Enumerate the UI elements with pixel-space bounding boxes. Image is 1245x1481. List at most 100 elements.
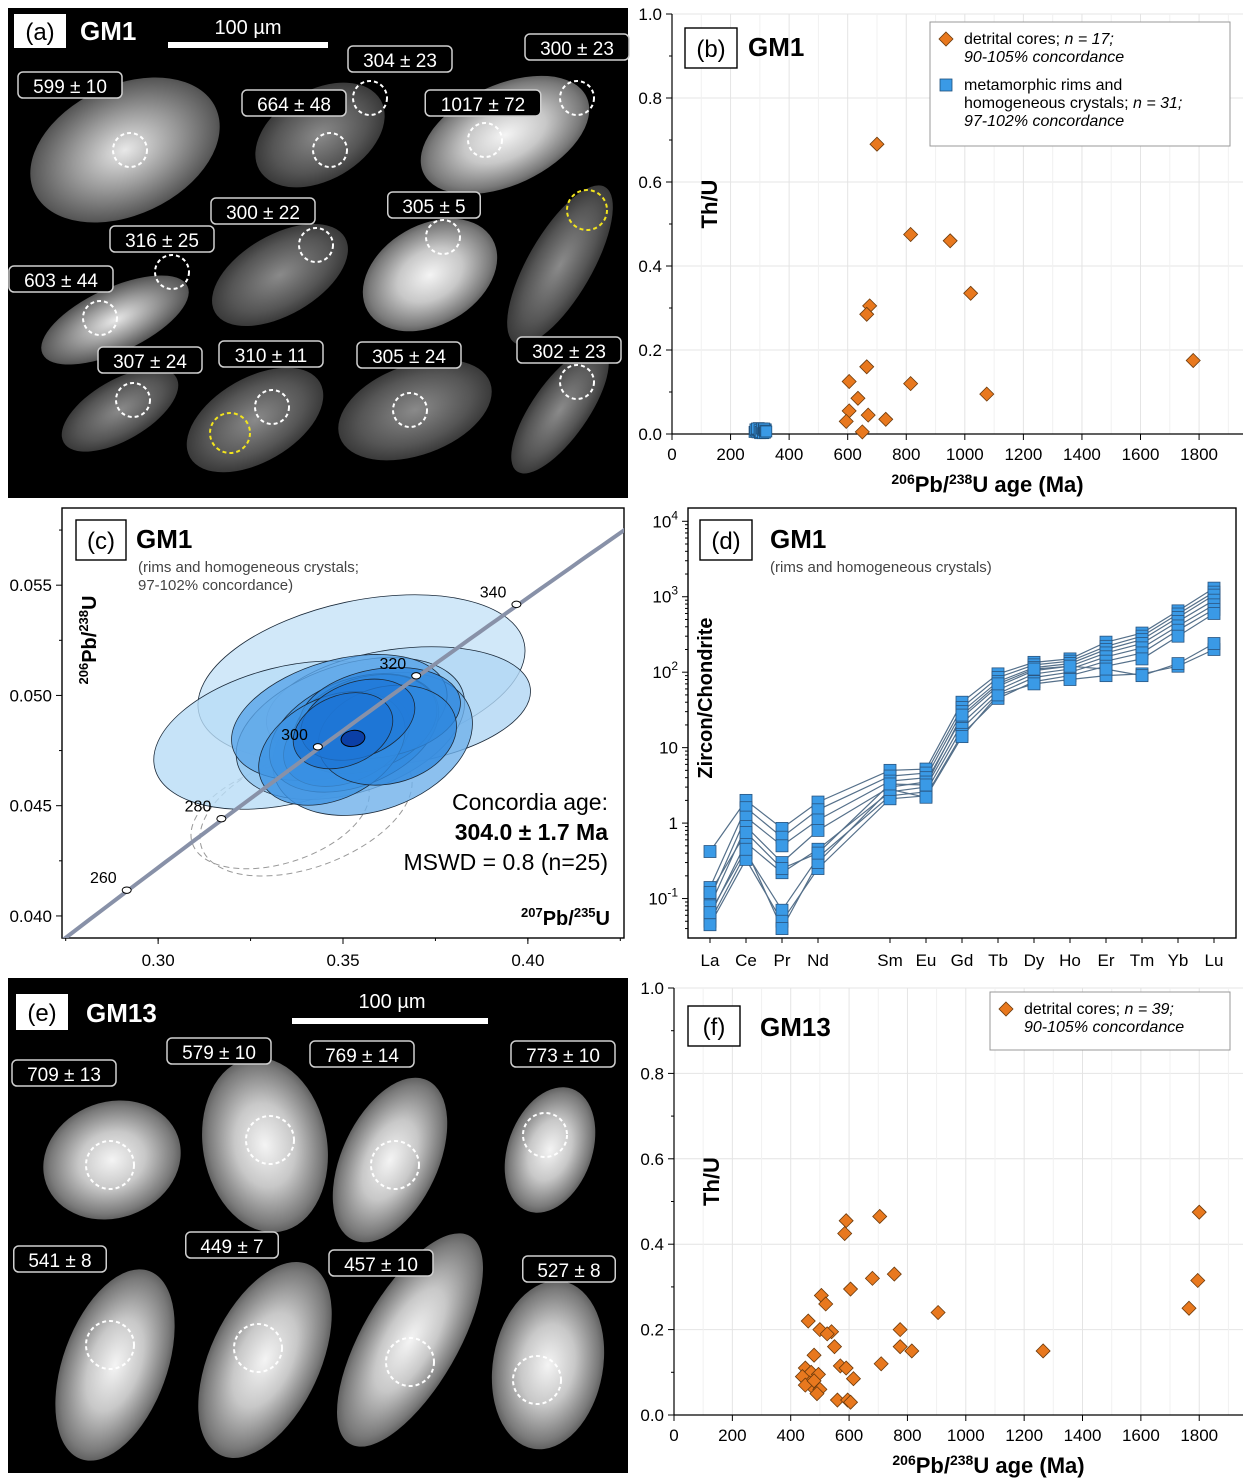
analysis-spot bbox=[112, 132, 148, 168]
data-point-diamond bbox=[826, 1339, 843, 1355]
scale-label-a: 100 µm bbox=[214, 17, 281, 39]
age-mark bbox=[216, 815, 227, 823]
age-label-box bbox=[510, 1040, 616, 1068]
zircon-grain bbox=[511, 346, 609, 474]
x-tick-label: 400 bbox=[777, 1426, 805, 1445]
age-label: 300 ± 22 bbox=[226, 203, 300, 224]
analysis-spot bbox=[425, 219, 461, 255]
data-point-square bbox=[775, 903, 789, 917]
data-point-diamond bbox=[859, 306, 875, 322]
chart-c-concordia: 260 280 300 320 340 0.30 0.35 0.40 0.040 0.045 0.0… bbox=[9, 507, 625, 970]
age-label-box bbox=[347, 45, 453, 73]
data-point-square bbox=[1099, 662, 1113, 676]
panel-a-sample: GM1 bbox=[80, 16, 136, 46]
y-tick-label: 0.4 bbox=[640, 1235, 664, 1254]
zircon-grain bbox=[198, 1262, 332, 1458]
y-tick-label: 0.045 bbox=[9, 797, 52, 816]
y-tick-label: 0.040 bbox=[9, 907, 52, 926]
age-label-box bbox=[11, 1059, 117, 1087]
y-axis-label-sup: 206 bbox=[76, 663, 91, 685]
data-point-square bbox=[775, 922, 789, 935]
age-label: 304 ± 23 bbox=[363, 51, 437, 72]
panel-subtitle: (rims and homogeneous crystals; bbox=[138, 559, 359, 576]
y-tick-label: 0.2 bbox=[640, 1321, 664, 1340]
y-tick-label: 0.0 bbox=[640, 1406, 664, 1425]
data-point-diamond bbox=[864, 1270, 880, 1286]
age-label-box bbox=[328, 1249, 434, 1277]
x-axis-label-part: U age (Ma) bbox=[972, 472, 1083, 497]
data-point-square bbox=[775, 839, 789, 853]
age-label-box bbox=[522, 1255, 616, 1283]
y-tick-label: 102 bbox=[652, 659, 678, 682]
data-point-square bbox=[991, 688, 1005, 702]
y-axis-label: Th/U bbox=[697, 180, 722, 229]
y-tick-label: 0.8 bbox=[638, 89, 662, 108]
legend-text: 97-102% concordance bbox=[964, 113, 1124, 130]
age-label-box bbox=[218, 340, 324, 368]
data-point-square bbox=[1171, 657, 1185, 670]
age-label-box bbox=[13, 1245, 107, 1273]
y-axis-label: Th/U bbox=[699, 1157, 724, 1206]
age-mark-label: 300 bbox=[281, 727, 308, 744]
legend-text-part: n = 17; bbox=[1064, 31, 1113, 48]
x-tick-label: 0 bbox=[669, 1426, 678, 1445]
data-point-diamond bbox=[854, 424, 870, 440]
zircon-grain bbox=[504, 1087, 596, 1213]
zircon-grain bbox=[491, 1280, 605, 1450]
x-tick-label: 0.30 bbox=[142, 951, 175, 970]
x-tick-label: Dy bbox=[1024, 951, 1045, 970]
age-labels-e: 709 ± 13 579 ± 10 769 ± 14 773 ± 10 541 ± 8 4… bbox=[11, 1037, 616, 1283]
age-mark-label: 260 bbox=[90, 870, 117, 887]
analysis-spot bbox=[385, 1337, 435, 1387]
data-point-diamond bbox=[904, 1343, 920, 1359]
y-tick-label: 0.050 bbox=[9, 686, 52, 705]
legend-text: detrital cores; n = 39; bbox=[1024, 1001, 1174, 1018]
panel-subtitle: 97-102% concordance) bbox=[138, 577, 293, 594]
age-label: 769 ± 14 bbox=[325, 1046, 399, 1067]
age-label-box bbox=[210, 197, 316, 225]
x-axis-label-part: U bbox=[596, 908, 610, 930]
age-label-box bbox=[524, 33, 630, 61]
zircon-grain bbox=[186, 367, 324, 473]
data-point-diamond bbox=[886, 1266, 902, 1282]
x-tick-label: Nd bbox=[807, 951, 829, 970]
y-axis-label: 206Pb/238U bbox=[76, 596, 101, 685]
data-point-diamond bbox=[869, 136, 885, 152]
zircon-grain bbox=[61, 368, 179, 452]
y-tick-label: 10 bbox=[659, 739, 678, 758]
data-point-square bbox=[1027, 677, 1041, 691]
panel-a-cl-image: 599 ± 10 664 ± 48 304 ± 23 1017 ± 72 300 ± 2… bbox=[8, 8, 630, 498]
x-tick-label: Pr bbox=[774, 951, 791, 970]
x-tick-label: Gd bbox=[951, 951, 974, 970]
data-series bbox=[748, 136, 1201, 440]
legend-box bbox=[929, 21, 1231, 147]
data-point-diamond bbox=[838, 1360, 854, 1376]
data-point-square bbox=[703, 918, 717, 932]
zircon-grain bbox=[507, 185, 613, 345]
analysis-spot bbox=[312, 132, 348, 168]
analysis-spot bbox=[370, 1140, 420, 1190]
x-tick-label: 800 bbox=[892, 445, 920, 464]
data-point-diamond bbox=[1181, 1300, 1197, 1316]
x-axis-label-part: Pb/ bbox=[543, 908, 575, 930]
legend-text-part: homogeneous crystals; bbox=[964, 95, 1133, 112]
data-point-diamond bbox=[892, 1339, 908, 1355]
age-label-box bbox=[185, 1231, 279, 1259]
age-mark bbox=[121, 886, 132, 894]
legend-text-part: detrital cores; bbox=[964, 31, 1064, 48]
age-label: 773 ± 10 bbox=[526, 1046, 600, 1067]
x-tick-label: 1000 bbox=[946, 445, 984, 464]
scale-bar-e bbox=[292, 1018, 488, 1024]
zircon-grain bbox=[362, 218, 498, 332]
zircon-grains-e bbox=[43, 1057, 605, 1461]
age-mark-label: 340 bbox=[480, 584, 507, 601]
data-point-diamond bbox=[1185, 352, 1201, 369]
age-label-box bbox=[387, 191, 481, 219]
x-axis-label: 207Pb/235U bbox=[521, 905, 610, 930]
panel-letter-box bbox=[699, 519, 753, 561]
scale-label-e: 100 µm bbox=[358, 991, 425, 1013]
zircon-grain bbox=[30, 77, 220, 223]
x-tick-label: Eu bbox=[916, 951, 937, 970]
x-tick-label: 600 bbox=[834, 445, 862, 464]
